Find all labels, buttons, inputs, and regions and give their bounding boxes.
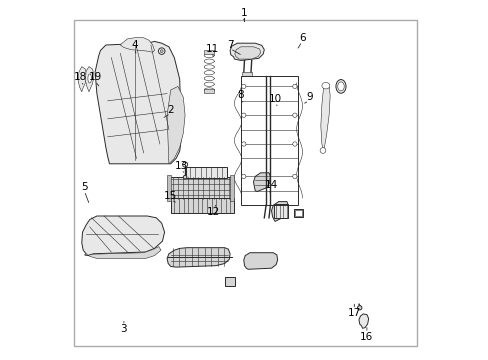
Bar [204, 89, 214, 93]
Text: 14: 14 [264, 180, 278, 190]
Text: 8: 8 [237, 90, 244, 100]
Polygon shape [167, 248, 230, 267]
Polygon shape [95, 41, 181, 164]
Text: 13: 13 [175, 161, 188, 171]
Ellipse shape [182, 162, 187, 167]
Bar [294, 210, 302, 216]
Text: 15: 15 [164, 191, 177, 201]
Ellipse shape [88, 74, 91, 83]
Polygon shape [320, 86, 329, 151]
Ellipse shape [241, 174, 245, 179]
Polygon shape [84, 247, 161, 258]
Bar [167, 175, 170, 201]
Text: 4: 4 [131, 40, 138, 50]
Ellipse shape [292, 174, 296, 179]
Ellipse shape [337, 82, 344, 91]
Ellipse shape [241, 142, 245, 146]
Ellipse shape [183, 175, 186, 179]
Text: 18: 18 [74, 72, 87, 82]
Ellipse shape [321, 82, 329, 89]
Bar [242, 72, 252, 76]
Polygon shape [271, 202, 288, 221]
Text: 6: 6 [298, 33, 305, 43]
Ellipse shape [241, 84, 245, 89]
Text: 2: 2 [167, 105, 174, 115]
Text: 1: 1 [240, 8, 246, 18]
Polygon shape [120, 37, 154, 52]
Text: 10: 10 [268, 94, 281, 104]
Polygon shape [167, 86, 185, 164]
Bar [168, 177, 231, 199]
Bar [230, 175, 233, 201]
Text: 17: 17 [347, 308, 360, 318]
Bar [273, 204, 288, 218]
Ellipse shape [241, 113, 245, 117]
Ellipse shape [160, 50, 163, 53]
Ellipse shape [320, 148, 325, 153]
Bar [241, 76, 297, 205]
Bar [294, 209, 303, 217]
Text: 3: 3 [121, 324, 127, 334]
Text: 16: 16 [360, 332, 373, 342]
Polygon shape [244, 253, 277, 269]
Bar [170, 198, 233, 213]
Ellipse shape [292, 113, 296, 117]
Text: 12: 12 [207, 207, 220, 217]
Text: 19: 19 [88, 72, 102, 82]
Polygon shape [234, 47, 260, 59]
Ellipse shape [158, 48, 164, 54]
Text: 9: 9 [305, 92, 312, 102]
Polygon shape [230, 43, 264, 60]
Ellipse shape [335, 80, 346, 93]
Bar [224, 277, 235, 286]
Polygon shape [85, 67, 94, 92]
Polygon shape [78, 67, 87, 92]
Polygon shape [358, 314, 368, 328]
Text: 11: 11 [205, 44, 218, 54]
Ellipse shape [292, 84, 296, 89]
Text: 5: 5 [81, 182, 87, 192]
Polygon shape [81, 216, 164, 256]
Ellipse shape [292, 142, 296, 146]
Bar [186, 167, 226, 178]
Polygon shape [253, 173, 270, 192]
Text: 7: 7 [226, 40, 233, 50]
Bar [204, 50, 214, 54]
Ellipse shape [357, 306, 361, 310]
